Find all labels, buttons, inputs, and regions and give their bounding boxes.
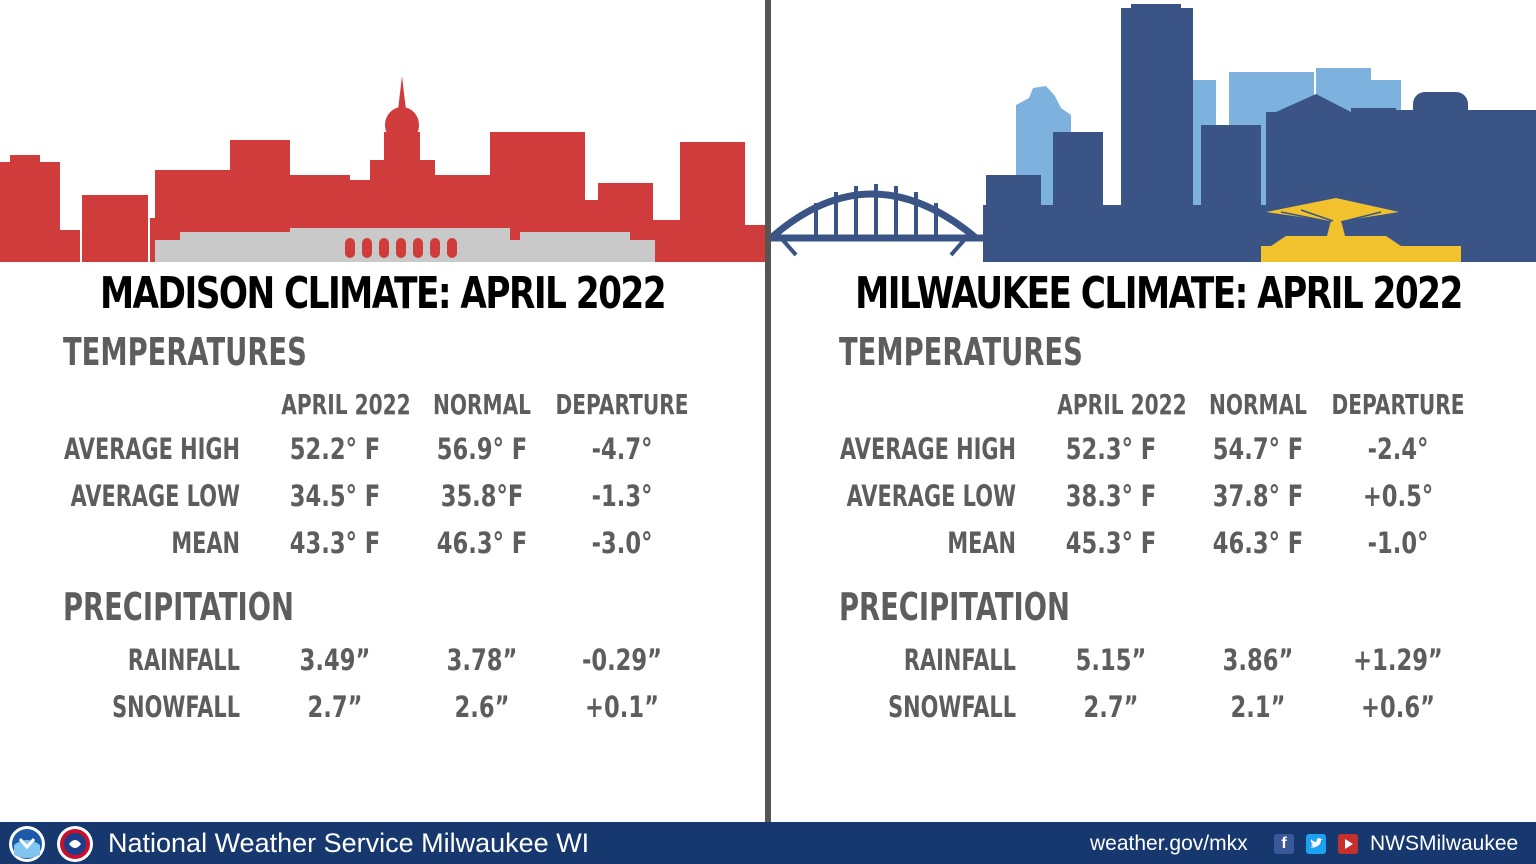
milwaukee-row-label: MEAN <box>947 526 1016 560</box>
milwaukee-value: 52.3° F <box>1065 432 1157 466</box>
milwaukee-value: 5.15” <box>1075 643 1147 677</box>
madison-value: 3.49” <box>299 643 371 677</box>
madison-value: -4.7° <box>591 432 653 466</box>
madison-value: -1.3° <box>591 479 653 513</box>
madison-col-normal: NORMAL <box>432 388 532 421</box>
madison-row-label: AVERAGE HIGH <box>64 432 240 466</box>
milwaukee-panel: MILWAUKEE CLIMATE: APRIL 2022 TEMPERATUR… <box>771 0 1536 822</box>
milwaukee-row-label: SNOWFALL <box>888 690 1016 724</box>
madison-precipitation-heading: PRECIPITATION <box>63 585 294 629</box>
facebook-icon[interactable]: f <box>1274 834 1294 854</box>
milwaukee-value: 37.8° F <box>1212 479 1304 513</box>
madison-value: 52.2° F <box>289 432 381 466</box>
madison-value: 34.5° F <box>289 479 381 513</box>
milwaukee-value: +0.6” <box>1361 690 1435 724</box>
milwaukee-value: -2.4° <box>1367 432 1429 466</box>
madison-row-label: SNOWFALL <box>112 690 240 724</box>
milwaukee-value: +1.29” <box>1353 643 1443 677</box>
madison-row-label: MEAN <box>171 526 240 560</box>
twitter-icon[interactable] <box>1306 834 1326 854</box>
milwaukee-row-label: AVERAGE LOW <box>846 479 1016 513</box>
milwaukee-row-label: AVERAGE HIGH <box>840 432 1016 466</box>
madison-value: -0.29” <box>581 643 663 677</box>
madison-value: 35.8°F <box>440 479 524 513</box>
madison-value: +0.1” <box>585 690 659 724</box>
milwaukee-value: 45.3° F <box>1065 526 1157 560</box>
madison-skyline-illustration <box>0 76 765 262</box>
footer-website-link[interactable]: weather.gov/mkx <box>1090 832 1248 855</box>
milwaukee-value: +0.5° <box>1362 479 1434 513</box>
milwaukee-col-departure: DEPARTURE <box>1331 388 1465 421</box>
footer-bar: National Weather Service Milwaukee WI we… <box>0 822 1536 864</box>
madison-value: 2.7” <box>307 690 363 724</box>
madison-value: 3.78” <box>446 643 518 677</box>
milwaukee-col-normal: NORMAL <box>1208 388 1308 421</box>
madison-row-label: RAINFALL <box>127 643 240 677</box>
milwaukee-value: 54.7° F <box>1212 432 1304 466</box>
footer-social-handle[interactable]: NWSMilwaukee <box>1370 832 1519 855</box>
milwaukee-temperatures-heading: TEMPERATURES <box>839 330 1083 374</box>
milwaukee-skyline-illustration <box>771 4 1536 262</box>
madison-title: MADISON CLIMATE: APRIL 2022 <box>99 268 667 319</box>
milwaukee-value: 46.3° F <box>1212 526 1304 560</box>
madison-temperatures-heading: TEMPERATURES <box>63 330 307 374</box>
madison-col-april: APRIL 2022 <box>281 388 411 421</box>
noaa-logo-icon <box>9 826 45 862</box>
madison-value: 46.3° F <box>436 526 528 560</box>
madison-value: 56.9° F <box>436 432 528 466</box>
youtube-icon[interactable] <box>1338 834 1358 854</box>
madison-value: 43.3° F <box>289 526 381 560</box>
milwaukee-value: 2.7” <box>1083 690 1139 724</box>
panel-divider <box>765 0 771 822</box>
madison-col-departure: DEPARTURE <box>555 388 689 421</box>
milwaukee-title: MILWAUKEE CLIMATE: APRIL 2022 <box>855 268 1463 319</box>
madison-panel: MADISON CLIMATE: APRIL 2022 TEMPERATURES… <box>0 0 765 822</box>
milwaukee-col-april: APRIL 2022 <box>1057 388 1187 421</box>
milwaukee-precipitation-heading: PRECIPITATION <box>839 585 1070 629</box>
madison-row-label: AVERAGE LOW <box>70 479 240 513</box>
milwaukee-value: -1.0° <box>1367 526 1429 560</box>
footer-org-name: National Weather Service Milwaukee WI <box>108 828 590 858</box>
milwaukee-value: 3.86” <box>1222 643 1294 677</box>
milwaukee-row-label: RAINFALL <box>903 643 1016 677</box>
madison-value: 2.6” <box>454 690 510 724</box>
milwaukee-value: 38.3° F <box>1065 479 1157 513</box>
nws-logo-icon <box>57 826 93 862</box>
milwaukee-value: 2.1” <box>1230 690 1286 724</box>
madison-value: -3.0° <box>591 526 653 560</box>
